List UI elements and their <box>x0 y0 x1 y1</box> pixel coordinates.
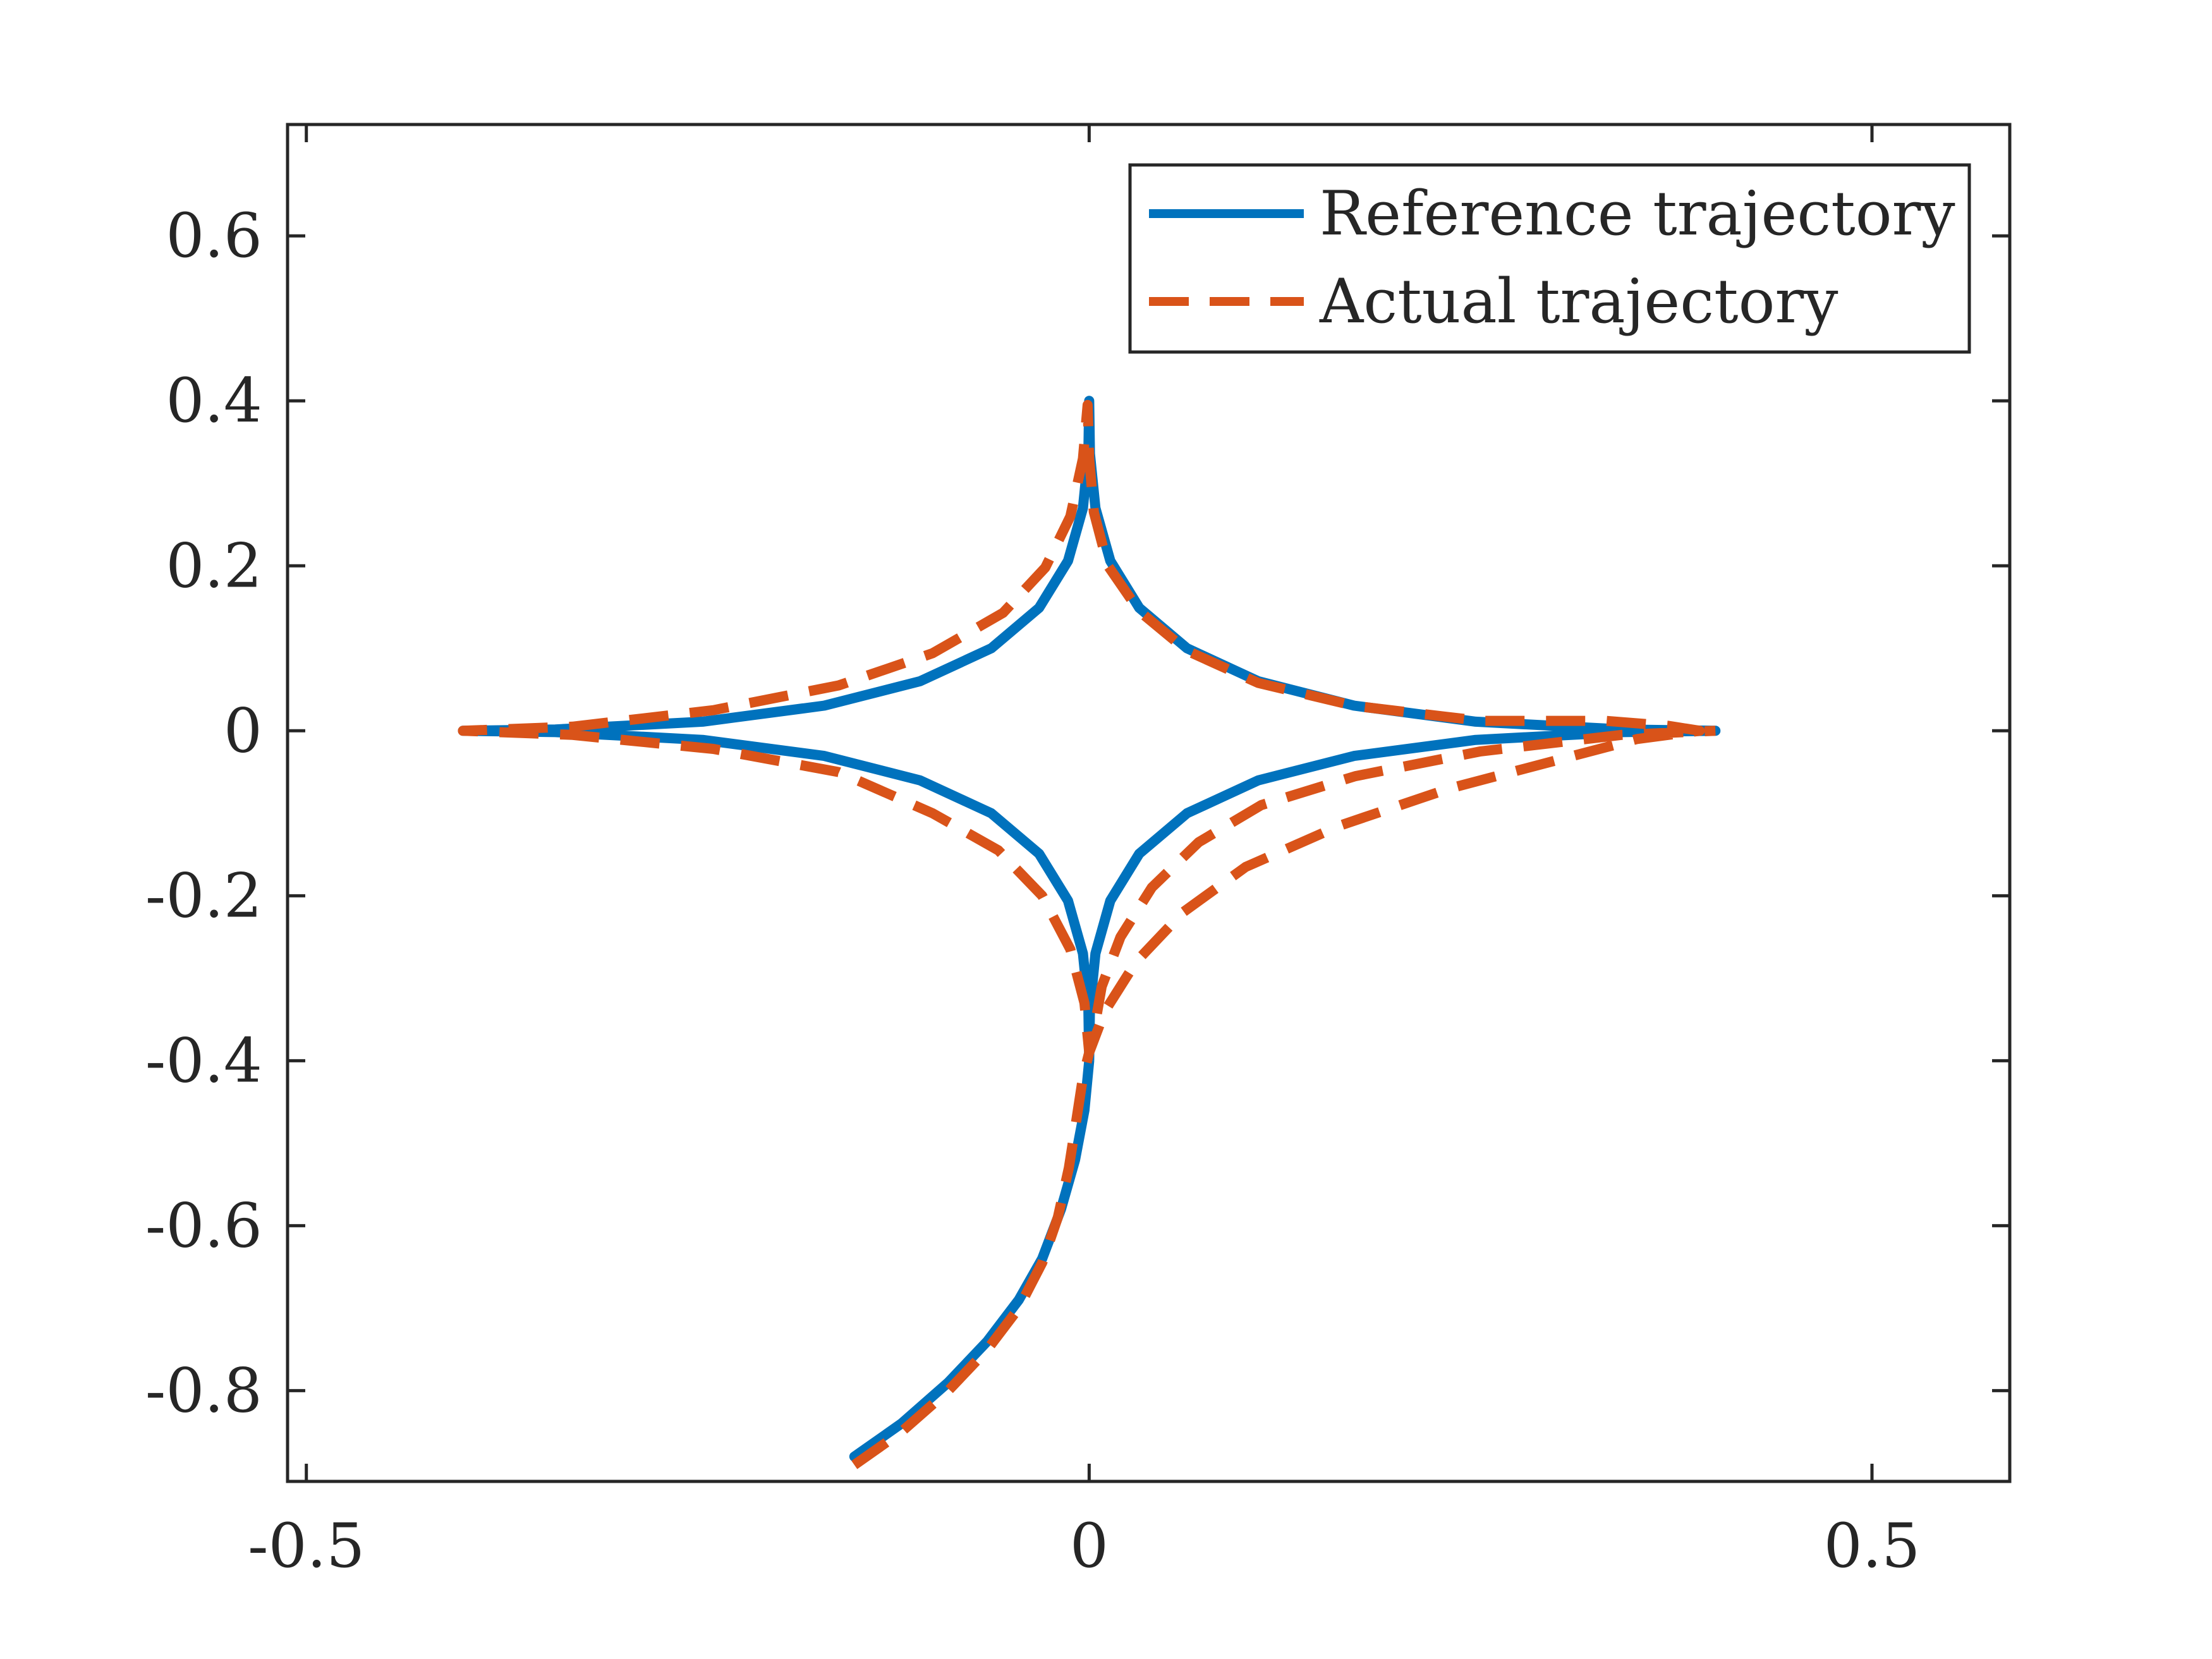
x-axis-ticks: -0.5 0 0.5 <box>248 125 1920 1581</box>
y-tick-label: 0.4 <box>166 365 262 436</box>
y-tick-label: -0.8 <box>145 1355 262 1426</box>
legend: Reference trajectory Actual trajectory <box>1128 163 1971 354</box>
y-tick-label: -0.6 <box>145 1190 262 1261</box>
legend-box <box>1128 163 1971 354</box>
legend-label-actual: Actual trajectory <box>1319 266 1838 337</box>
y-tick-label: 0.2 <box>166 530 262 601</box>
y-axis-ticks: -0.8 -0.6 -0.4 -0.2 0 0.2 0.4 0.6 <box>145 200 2010 1426</box>
x-tick-label: 0 <box>1070 1510 1109 1581</box>
x-tick-label: 0.5 <box>1824 1510 1921 1581</box>
y-tick-label: 0 <box>224 695 262 766</box>
plot-area-frame <box>286 123 2012 1483</box>
y-tick-label: -0.2 <box>145 860 262 931</box>
x-tick-label: -0.5 <box>248 1510 365 1581</box>
legend-label-reference: Reference trajectory <box>1320 178 1955 249</box>
y-tick-label: 0.6 <box>166 200 262 271</box>
y-tick-label: -0.4 <box>145 1025 262 1096</box>
series-line-actual <box>458 399 1716 1469</box>
series-lines <box>458 396 1721 1469</box>
